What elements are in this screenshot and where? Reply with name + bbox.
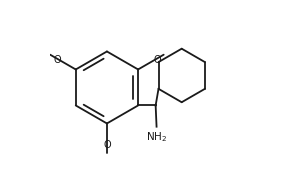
Text: O: O bbox=[53, 55, 61, 65]
Text: O: O bbox=[103, 140, 111, 150]
Text: O: O bbox=[153, 55, 161, 65]
Text: NH$_2$: NH$_2$ bbox=[146, 130, 167, 144]
